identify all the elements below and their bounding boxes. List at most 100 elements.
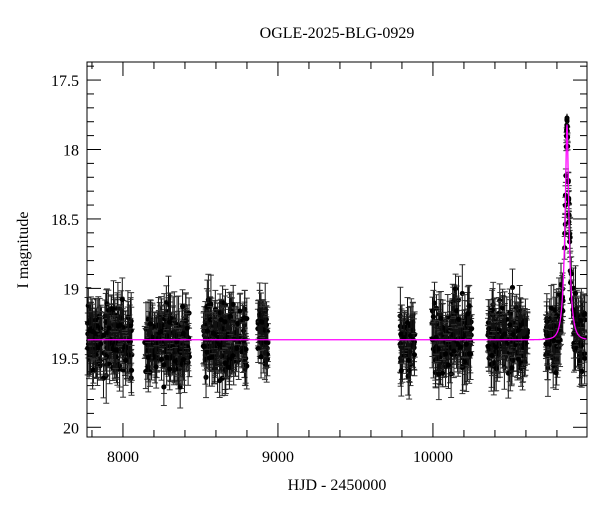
marker xyxy=(485,343,491,349)
marker xyxy=(123,357,129,363)
marker xyxy=(406,367,412,374)
data-point xyxy=(204,312,211,350)
marker xyxy=(226,364,233,371)
marker xyxy=(451,348,457,354)
marker xyxy=(463,341,469,347)
marker xyxy=(147,321,153,327)
marker xyxy=(98,341,104,347)
data-point xyxy=(153,345,160,389)
x-tick-label: 10000 xyxy=(413,449,453,466)
data-point xyxy=(117,306,124,345)
marker xyxy=(204,349,210,355)
marker xyxy=(411,341,417,347)
data-point xyxy=(97,316,104,372)
data-point xyxy=(259,306,266,339)
marker xyxy=(227,313,233,319)
marker xyxy=(119,296,125,303)
marker xyxy=(450,299,456,305)
marker xyxy=(85,345,91,351)
data-point xyxy=(145,342,152,374)
data-point xyxy=(122,334,129,386)
marker xyxy=(125,338,132,344)
marker xyxy=(159,340,165,346)
marker xyxy=(158,356,165,362)
marker xyxy=(145,354,151,361)
data-point xyxy=(101,311,108,359)
marker xyxy=(173,333,179,339)
marker xyxy=(235,320,241,327)
marker xyxy=(493,344,499,350)
marker xyxy=(234,345,240,351)
marker xyxy=(107,360,113,366)
marker xyxy=(505,370,511,376)
marker xyxy=(152,354,158,360)
marker xyxy=(489,307,495,313)
marker xyxy=(439,332,445,338)
marker xyxy=(408,332,414,339)
data-point xyxy=(411,333,418,377)
marker xyxy=(106,325,112,331)
data-point xyxy=(166,292,173,352)
marker xyxy=(177,384,183,390)
marker xyxy=(222,360,228,366)
marker xyxy=(459,290,465,297)
marker xyxy=(258,354,264,360)
data-point xyxy=(119,277,126,322)
marker xyxy=(398,331,404,337)
marker xyxy=(438,315,444,321)
marker xyxy=(90,328,96,335)
marker xyxy=(125,314,131,320)
marker xyxy=(488,362,494,368)
y-axis-label: I magnitude xyxy=(15,212,32,289)
marker xyxy=(112,347,119,353)
data-point xyxy=(210,311,217,355)
marker xyxy=(164,354,170,361)
marker xyxy=(161,384,167,390)
marker xyxy=(207,317,214,323)
marker xyxy=(201,343,207,350)
marker xyxy=(510,331,516,338)
marker xyxy=(489,352,495,359)
y-tick-label: 18.5 xyxy=(51,212,79,229)
marker xyxy=(153,364,159,370)
marker xyxy=(486,326,492,332)
marker xyxy=(502,331,508,337)
marker xyxy=(240,338,247,344)
marker xyxy=(206,355,213,361)
marker xyxy=(398,368,404,374)
marker xyxy=(445,362,452,368)
marker xyxy=(456,316,462,322)
marker xyxy=(440,370,446,376)
marker xyxy=(411,352,418,358)
marker xyxy=(452,286,459,292)
marker xyxy=(469,326,475,332)
data-point xyxy=(106,303,113,352)
marker xyxy=(405,357,411,363)
data-point xyxy=(179,289,186,324)
marker xyxy=(164,333,171,339)
marker xyxy=(230,301,236,307)
marker xyxy=(128,367,135,373)
marker xyxy=(166,319,173,325)
data-point xyxy=(180,338,187,381)
marker xyxy=(243,346,249,352)
marker xyxy=(86,319,92,326)
marker xyxy=(515,327,521,333)
y-tick-label: 18 xyxy=(63,143,79,160)
marker xyxy=(515,356,521,362)
marker xyxy=(239,349,245,355)
marker xyxy=(430,314,436,320)
data-point xyxy=(201,326,208,367)
data-point xyxy=(184,312,191,344)
marker xyxy=(217,309,223,316)
x-tick-label: 9000 xyxy=(262,449,294,466)
marker xyxy=(401,335,407,341)
marker xyxy=(110,306,117,313)
marker xyxy=(218,316,224,323)
marker xyxy=(90,366,97,373)
marker xyxy=(101,332,107,338)
x-axis-label: HJD - 2450000 xyxy=(288,477,387,494)
data-point xyxy=(172,347,179,375)
marker xyxy=(397,341,403,347)
data-point xyxy=(128,344,135,396)
